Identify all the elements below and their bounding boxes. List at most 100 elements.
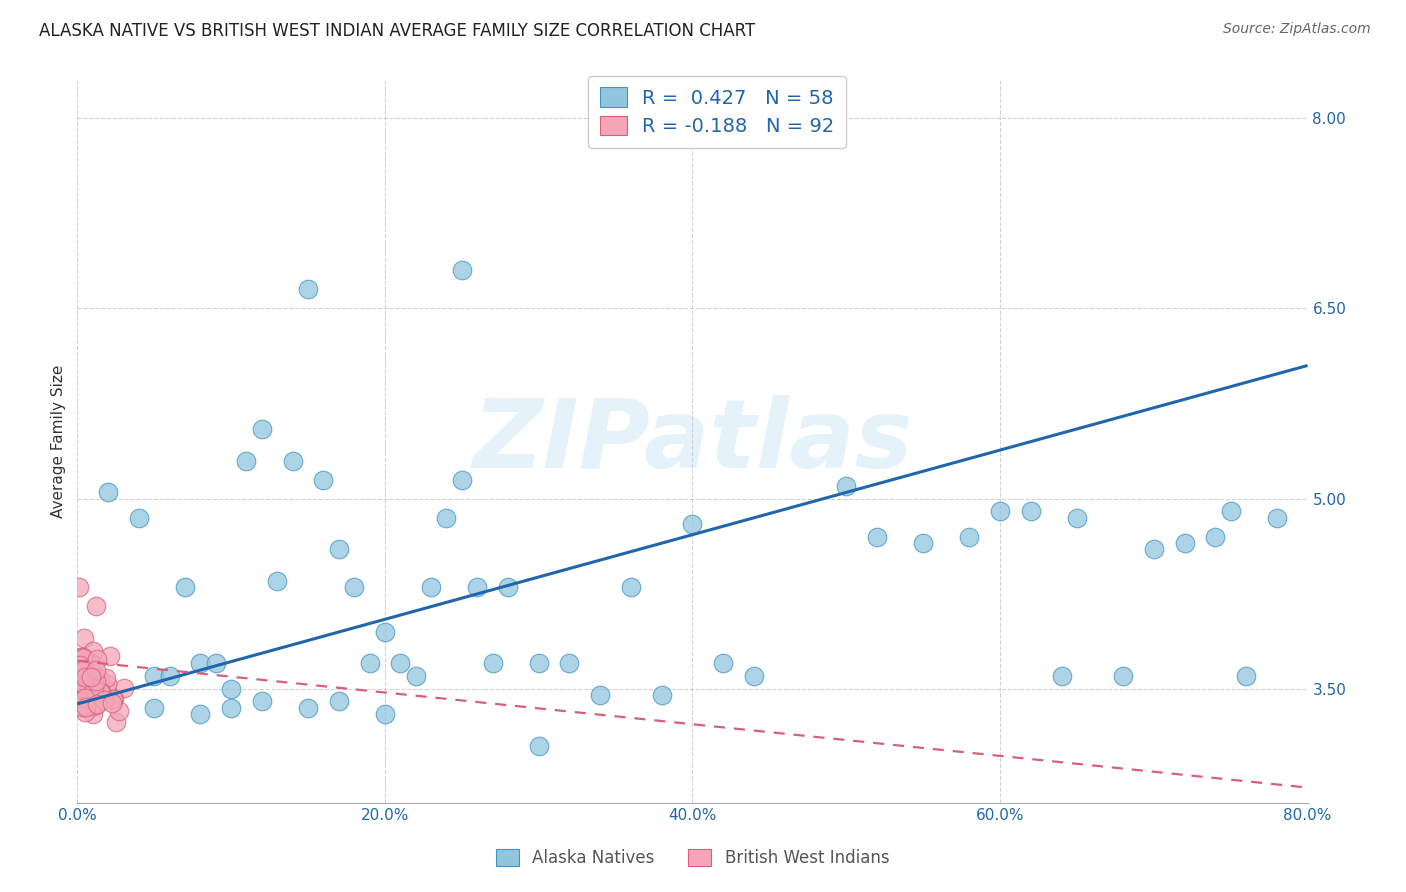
Point — [359, 657, 381, 671]
Point — [70, 669, 93, 683]
Point — [297, 282, 319, 296]
Point — [73, 667, 96, 681]
Point — [1234, 669, 1257, 683]
Point — [80, 699, 103, 714]
Point — [957, 530, 980, 544]
Point — [80, 657, 103, 671]
Point — [69, 657, 91, 672]
Point — [1112, 669, 1135, 683]
Point — [436, 510, 458, 524]
Point — [620, 580, 643, 594]
Text: ALASKA NATIVE VS BRITISH WEST INDIAN AVERAGE FAMILY SIZE CORRELATION CHART: ALASKA NATIVE VS BRITISH WEST INDIAN AVE… — [39, 22, 755, 40]
Point — [84, 663, 107, 677]
Point — [70, 700, 93, 714]
Point — [76, 678, 98, 692]
Point — [420, 580, 443, 594]
Legend: Alaska Natives, British West Indians: Alaska Natives, British West Indians — [489, 842, 896, 874]
Point — [67, 580, 90, 594]
Point — [481, 657, 503, 671]
Text: Source: ZipAtlas.com: Source: ZipAtlas.com — [1223, 22, 1371, 37]
Point — [1204, 530, 1226, 544]
Point — [79, 684, 101, 698]
Point — [112, 681, 135, 695]
Point — [69, 693, 91, 707]
Point — [73, 691, 96, 706]
Point — [101, 692, 124, 706]
Point — [450, 263, 472, 277]
Point — [496, 580, 519, 594]
Point — [67, 692, 90, 706]
Point — [83, 688, 105, 702]
Point — [80, 656, 103, 670]
Point — [89, 673, 111, 687]
Point — [75, 681, 97, 695]
Point — [912, 536, 935, 550]
Text: ZIPatlas: ZIPatlas — [472, 395, 912, 488]
Point — [72, 668, 94, 682]
Point — [75, 666, 97, 681]
Point — [67, 665, 90, 680]
Point — [250, 422, 273, 436]
Point — [450, 473, 472, 487]
Point — [128, 510, 150, 524]
Point — [76, 691, 98, 706]
Point — [73, 662, 96, 676]
Point — [84, 673, 107, 688]
Point — [527, 739, 550, 753]
Point — [73, 662, 96, 676]
Point — [328, 694, 350, 708]
Point — [374, 707, 396, 722]
Point — [72, 681, 94, 695]
Point — [1143, 542, 1166, 557]
Point — [72, 650, 94, 665]
Point — [1174, 536, 1197, 550]
Point — [312, 473, 335, 487]
Point — [73, 685, 96, 699]
Point — [73, 631, 96, 645]
Point — [72, 690, 94, 704]
Point — [174, 580, 197, 594]
Point — [1219, 504, 1241, 518]
Point — [219, 700, 242, 714]
Point — [69, 668, 91, 682]
Point — [83, 682, 105, 697]
Point — [67, 685, 90, 699]
Point — [100, 696, 122, 710]
Point — [188, 707, 212, 722]
Point — [67, 663, 90, 677]
Point — [159, 669, 181, 683]
Point — [93, 692, 115, 706]
Point — [67, 698, 90, 712]
Point — [70, 676, 93, 690]
Point — [67, 687, 90, 701]
Point — [527, 657, 550, 671]
Point — [80, 673, 103, 688]
Point — [69, 649, 91, 664]
Point — [86, 697, 108, 711]
Point — [1265, 510, 1288, 524]
Point — [73, 678, 96, 692]
Point — [281, 453, 304, 467]
Point — [82, 706, 104, 721]
Point — [72, 650, 94, 665]
Point — [84, 698, 107, 713]
Point — [73, 678, 96, 692]
Point — [84, 599, 107, 614]
Point — [83, 673, 105, 688]
Point — [89, 685, 111, 699]
Point — [742, 669, 765, 683]
Point — [67, 699, 90, 714]
Point — [75, 674, 97, 689]
Point — [465, 580, 488, 594]
Point — [651, 688, 673, 702]
Point — [297, 700, 319, 714]
Point — [86, 652, 108, 666]
Point — [107, 705, 129, 719]
Point — [250, 694, 273, 708]
Point — [86, 670, 108, 684]
Point — [235, 453, 257, 467]
Point — [73, 673, 96, 687]
Point — [389, 657, 412, 671]
Point — [76, 672, 98, 686]
Point — [866, 530, 889, 544]
